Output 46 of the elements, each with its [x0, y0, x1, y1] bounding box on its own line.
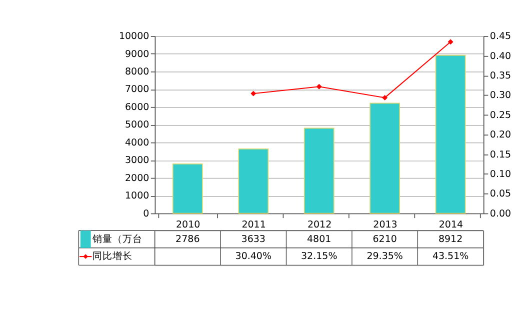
y-tick-label: 1000	[124, 190, 150, 202]
y2-tick-label: 0.15	[490, 149, 512, 160]
y-tick-label: 7000	[124, 84, 150, 96]
bar	[172, 163, 203, 214]
bar	[304, 128, 334, 214]
data-label: 32.15%	[300, 251, 338, 262]
data-label: 8912	[438, 234, 463, 245]
x-tick-label: 2010	[176, 220, 200, 231]
bar	[435, 54, 466, 214]
point	[448, 39, 454, 45]
y-tick-label: 3000	[124, 155, 150, 166]
data-label: 30.40%	[235, 251, 272, 262]
y2-tick-label: 0.10	[490, 168, 512, 180]
y-tick-label: 0	[143, 208, 150, 220]
bar	[370, 102, 400, 214]
y-tick-label: 10000	[118, 31, 150, 42]
data-label: 6210	[372, 234, 397, 245]
y-tick-label: 2000	[124, 172, 150, 184]
data-label: 43.51%	[432, 251, 469, 262]
y2-tick-label: 0.00	[490, 208, 512, 220]
x-tick-label: 2013	[373, 220, 398, 231]
y-tick-label: 6000	[124, 102, 150, 113]
bar	[238, 148, 269, 214]
data-label: 29.35%	[366, 251, 403, 262]
y-tick-label: 4000	[124, 137, 150, 148]
x-tick-label: 2014	[438, 220, 464, 231]
legend-label: 销量（万台	[92, 232, 143, 245]
y2-tick-label: 0.40	[490, 50, 512, 62]
y-tick-label: 9000	[124, 48, 150, 60]
point	[382, 94, 388, 100]
y2-tick-label: 0.25	[490, 110, 512, 121]
x-tick-label: 2012	[307, 220, 332, 231]
point	[316, 84, 322, 90]
data-label: 2786	[176, 234, 200, 245]
legend-label: 同比增长	[92, 250, 133, 262]
y-tick-label: 8000	[124, 66, 150, 78]
y-tick-label: 5000	[124, 120, 150, 131]
y2-tick-label: 0.05	[490, 188, 512, 200]
x-tick-label: 2011	[242, 220, 266, 231]
y2-tick-label: 0.20	[490, 130, 512, 141]
data-label: 4801	[307, 234, 332, 245]
y2-tick-label: 0.30	[490, 90, 512, 102]
y2-tick-label: 0.45	[490, 31, 512, 42]
data-label: 3633	[241, 234, 266, 245]
point	[250, 90, 256, 96]
y2-tick-label: 0.35	[490, 70, 512, 82]
